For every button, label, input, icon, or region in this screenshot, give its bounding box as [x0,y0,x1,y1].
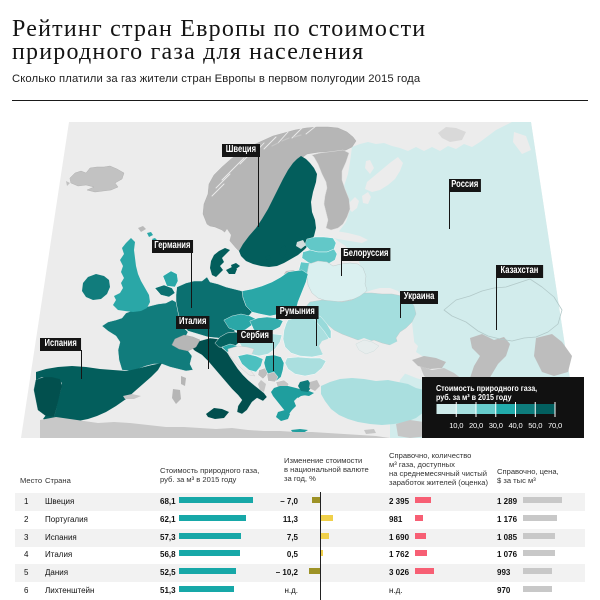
svg-text:40,0: 40,0 [509,421,523,430]
svg-text:30,0: 30,0 [489,421,503,430]
svg-text:70,0: 70,0 [548,421,562,430]
svg-text:20,0: 20,0 [469,421,483,430]
svg-text:50,0: 50,0 [528,421,542,430]
svg-text:10,0: 10,0 [449,421,463,430]
